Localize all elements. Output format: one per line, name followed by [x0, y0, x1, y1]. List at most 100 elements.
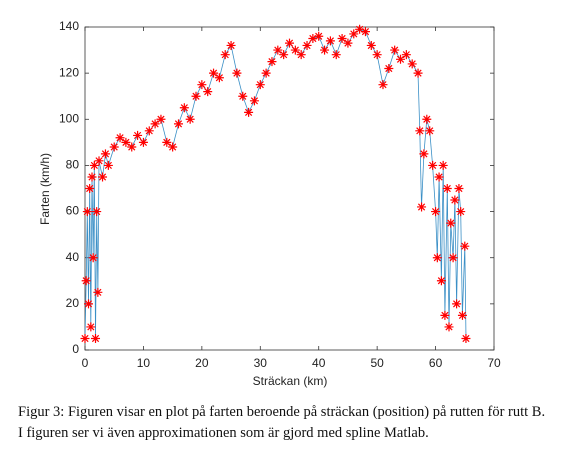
data-point	[413, 68, 423, 78]
data-point	[255, 80, 265, 90]
data-point	[457, 310, 467, 320]
data-point	[133, 130, 143, 140]
data-point	[138, 137, 148, 147]
data-point	[232, 68, 242, 78]
x-tick-label: 10	[137, 356, 151, 370]
chart: Sträckan (km) Farten (km/h) 0 10 20 30 40 50 6…	[38, 19, 501, 388]
data-point	[372, 50, 382, 60]
data-point	[366, 40, 376, 50]
data-point	[203, 87, 213, 97]
data-point	[127, 142, 137, 152]
y-tick-label: 100	[59, 111, 79, 125]
figure-caption: Figur 3: Figuren visar en plot på farten…	[18, 404, 546, 441]
data-point	[85, 184, 95, 193]
data-point	[454, 184, 464, 193]
data-point	[438, 160, 448, 170]
data-point	[448, 253, 458, 263]
data-point	[390, 45, 400, 55]
data-point	[238, 91, 248, 101]
data-point	[422, 114, 432, 124]
y-tick-label: 120	[59, 65, 79, 79]
data-point	[244, 107, 254, 117]
x-axis-label: Sträckan (km)	[253, 374, 328, 388]
data-point	[308, 34, 318, 44]
data-point	[452, 299, 462, 309]
x-tick-label: 30	[254, 356, 268, 370]
data-point	[162, 137, 172, 147]
y-tick-label: 140	[59, 19, 79, 33]
data-point	[431, 207, 441, 217]
data-point	[144, 126, 154, 136]
data-point	[209, 68, 219, 78]
data-point	[355, 24, 365, 34]
data-point	[84, 299, 94, 309]
x-tick-label: 60	[429, 356, 443, 370]
data-point	[179, 103, 189, 113]
data-point	[273, 45, 283, 55]
data-point	[442, 184, 452, 193]
data-point	[436, 276, 446, 286]
data-point	[261, 68, 271, 78]
y-tick-label: 80	[66, 158, 80, 172]
data-point	[86, 322, 96, 332]
data-point	[428, 160, 438, 170]
data-point	[87, 172, 97, 182]
data-point	[91, 333, 101, 343]
data-point	[109, 142, 119, 152]
data-point	[302, 40, 312, 50]
y-axis-label: Farten (km/h)	[38, 153, 52, 225]
data-point	[226, 40, 236, 50]
x-tick-label: 20	[195, 356, 209, 370]
data-point	[419, 149, 429, 159]
data-point	[378, 80, 388, 90]
data-point	[434, 172, 444, 182]
data-point	[320, 45, 330, 55]
data-point	[115, 133, 125, 143]
data-point	[417, 202, 427, 212]
data-point	[89, 160, 99, 170]
data-point	[325, 36, 335, 46]
data-point	[296, 50, 306, 60]
y-tick-label: 0	[72, 342, 79, 356]
data-point	[98, 172, 108, 182]
data-point	[197, 80, 207, 90]
data-point	[444, 322, 454, 332]
data-point	[100, 149, 110, 159]
data-point	[456, 207, 466, 217]
data-point	[384, 64, 394, 74]
data-point	[401, 50, 411, 60]
data-point	[82, 207, 92, 217]
y-tick-label: 60	[66, 204, 80, 218]
data-point	[446, 218, 456, 228]
data-point	[279, 50, 289, 60]
data-point	[425, 126, 435, 136]
data-point	[191, 91, 201, 101]
data-point	[360, 27, 370, 37]
data-point	[103, 160, 113, 170]
data-point	[81, 276, 91, 286]
data-point	[440, 310, 450, 320]
x-tick-label: 50	[370, 356, 384, 370]
data-point	[94, 156, 104, 166]
data-point	[168, 142, 178, 152]
x-tick-label: 0	[82, 356, 89, 370]
data-point	[267, 57, 277, 67]
data-point	[461, 333, 471, 343]
data-point	[173, 119, 183, 129]
data-point	[331, 50, 341, 60]
data-point	[93, 287, 103, 297]
data-point	[432, 253, 442, 263]
data-point	[92, 207, 102, 217]
data-point	[121, 137, 131, 147]
data-point	[343, 38, 353, 48]
data-point	[407, 59, 417, 69]
data-point	[290, 45, 300, 55]
data-point	[337, 34, 347, 44]
data-point	[214, 73, 224, 83]
data-point	[460, 241, 470, 251]
data-point	[150, 119, 160, 129]
y-tick-label: 20	[66, 296, 80, 310]
data-point	[88, 253, 98, 263]
plot-frame	[84, 26, 495, 351]
